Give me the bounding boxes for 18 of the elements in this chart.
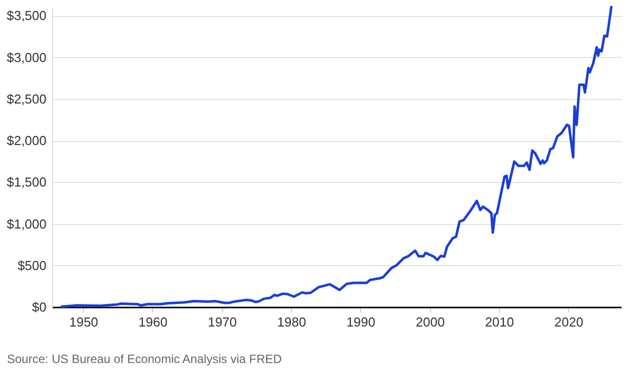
x-tick-label: 1970 [208, 314, 237, 330]
line-series [60, 6, 613, 308]
x-tick-label: 2010 [485, 314, 514, 330]
x-tick-label: 1990 [346, 314, 376, 330]
y-tick-label: $3,500 [6, 8, 46, 24]
y-tick-label: $500 [18, 258, 46, 273]
y-tick-label: $1,000 [6, 216, 46, 232]
x-tick-label: 1980 [277, 314, 306, 330]
y-tick-label: $2,500 [6, 91, 46, 106]
source-note: Source: US Bureau of Economic Analysis via FRED [7, 352, 282, 366]
y-tick-label: $0 [32, 300, 46, 314]
x-tick-label: 2000 [416, 314, 445, 330]
x-tick-label: 2020 [554, 314, 584, 330]
x-tick-label: 1960 [138, 314, 168, 330]
x-tick-label: 1950 [69, 314, 98, 330]
y-tick-label: $3,000 [6, 50, 46, 65]
y-tick-label: $2,000 [6, 133, 46, 148]
y-tick-label: $1,500 [6, 174, 46, 190]
